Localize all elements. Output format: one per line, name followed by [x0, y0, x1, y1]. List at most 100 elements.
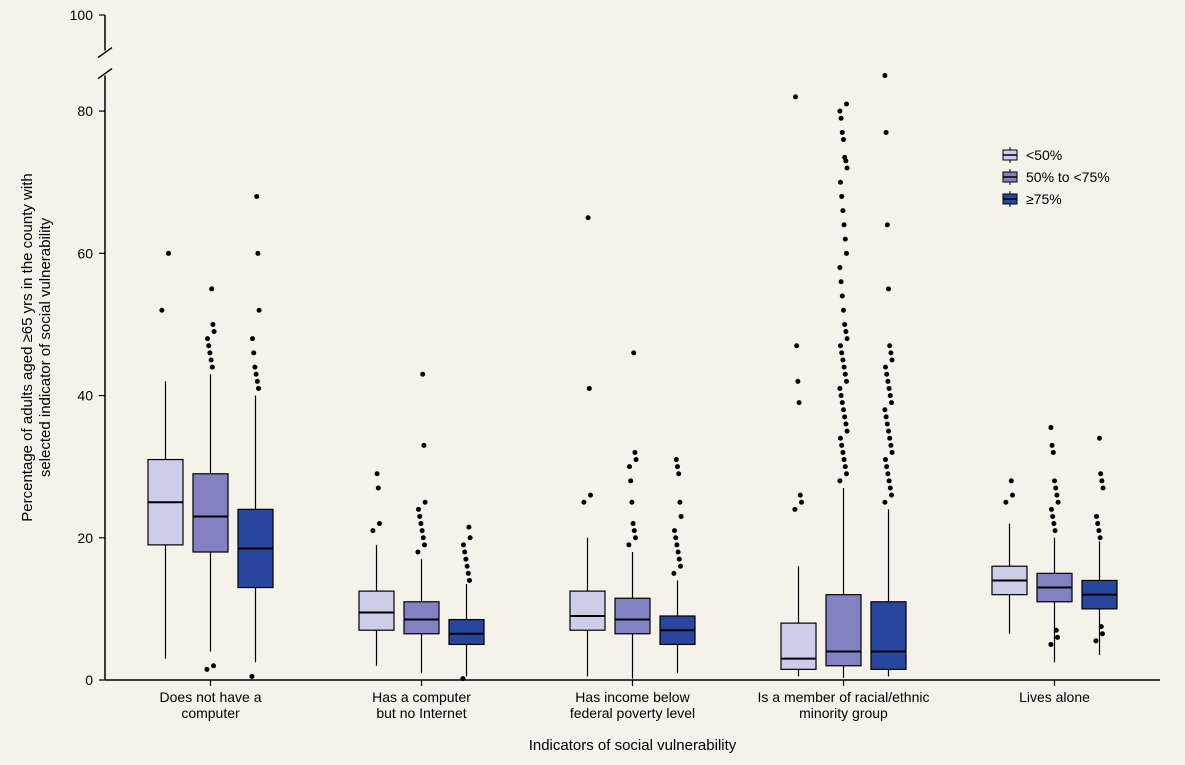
outlier-point [795, 379, 800, 384]
outlier-point [677, 557, 682, 562]
outlier-point [888, 393, 893, 398]
outlier-point [375, 471, 380, 476]
outlier-point [370, 528, 375, 533]
outlier-point [888, 443, 893, 448]
outlier-point [1097, 436, 1102, 441]
outlier-point [462, 550, 467, 555]
x-tick-label: minority group [799, 705, 888, 721]
outlier-point [421, 443, 426, 448]
y-tick-label: 100 [70, 7, 94, 23]
outlier-point [581, 500, 586, 505]
outlier-point [839, 279, 844, 284]
outlier-point [461, 542, 466, 547]
outlier-point [841, 308, 846, 313]
box [781, 623, 816, 669]
outlier-point [845, 336, 850, 341]
x-tick-label: Does not have a [160, 689, 262, 705]
outlier-point [376, 486, 381, 491]
legend-label: <50% [1026, 147, 1062, 163]
outlier-point [1101, 486, 1106, 491]
outlier-point [886, 286, 891, 291]
outlier-point [1099, 478, 1104, 483]
outlier-point [885, 222, 890, 227]
outlier-point [1055, 635, 1060, 640]
outlier-point [839, 443, 844, 448]
outlier-point [632, 528, 637, 533]
outlier-point [671, 571, 676, 576]
outlier-point [884, 464, 889, 469]
outlier-point [840, 358, 845, 363]
outlier-point [250, 336, 255, 341]
outlier-point [676, 471, 681, 476]
outlier-point [423, 500, 428, 505]
outlier-point [882, 407, 887, 412]
outlier-point [844, 251, 849, 256]
outlier-point [679, 514, 684, 519]
outlier-point [841, 137, 846, 142]
outlier-point [1050, 514, 1055, 519]
outlier-point [840, 450, 845, 455]
outlier-point [1048, 425, 1053, 430]
outlier-point [888, 350, 893, 355]
outlier-point [673, 535, 678, 540]
outlier-point [882, 500, 887, 505]
outlier-point [1054, 628, 1059, 633]
outlier-point [845, 166, 850, 171]
outlier-point [1051, 521, 1056, 526]
chart-container: 020406080100Percentage of adults aged ≥6… [0, 0, 1185, 765]
box [826, 595, 861, 666]
outlier-point [839, 393, 844, 398]
outlier-point [882, 73, 887, 78]
outlier-point [205, 336, 210, 341]
outlier-point [255, 379, 260, 384]
outlier-point [840, 208, 845, 213]
outlier-point [252, 365, 257, 370]
legend-label: ≥75% [1026, 191, 1062, 207]
outlier-point [210, 322, 215, 327]
outlier-point [211, 663, 216, 668]
outlier-point [631, 521, 636, 526]
outlier-point [838, 436, 843, 441]
outlier-point [209, 358, 214, 363]
outlier-point [1052, 478, 1057, 483]
outlier-point [465, 564, 470, 569]
outlier-point [210, 365, 215, 370]
outlier-point [844, 471, 849, 476]
outlier-point [415, 550, 420, 555]
outlier-point [417, 514, 422, 519]
outlier-point [842, 457, 847, 462]
outlier-point [844, 379, 849, 384]
outlier-point [209, 286, 214, 291]
outlier-point [460, 676, 465, 681]
y-axis-label: Percentage of adults aged ≥65 yrs in the… [19, 173, 36, 521]
outlier-point [837, 265, 842, 270]
outlier-point [677, 500, 682, 505]
outlier-point [838, 180, 843, 185]
outlier-point [206, 343, 211, 348]
outlier-point [885, 422, 890, 427]
outlier-point [887, 478, 892, 483]
outlier-point [843, 329, 848, 334]
outlier-point [251, 350, 256, 355]
legend-label: 50% to <75% [1026, 169, 1110, 185]
outlier-point [627, 464, 632, 469]
outlier-point [841, 407, 846, 412]
outlier-point [1053, 528, 1058, 533]
outlier-point [1050, 443, 1055, 448]
x-tick-label: Lives alone [1019, 689, 1090, 705]
outlier-point [588, 493, 593, 498]
outlier-point [837, 386, 842, 391]
x-tick-label: Has income below [575, 689, 690, 705]
outlier-point [1098, 471, 1103, 476]
outlier-point [466, 571, 471, 576]
outlier-point [889, 400, 894, 405]
outlier-point [843, 372, 848, 377]
outlier-point [418, 521, 423, 526]
outlier-point [799, 500, 804, 505]
x-tick-label: Has a computer [372, 689, 471, 705]
outlier-point [794, 343, 799, 348]
outlier-point [1056, 500, 1061, 505]
outlier-point [1053, 486, 1058, 491]
box [615, 598, 650, 634]
outlier-point [255, 251, 260, 256]
